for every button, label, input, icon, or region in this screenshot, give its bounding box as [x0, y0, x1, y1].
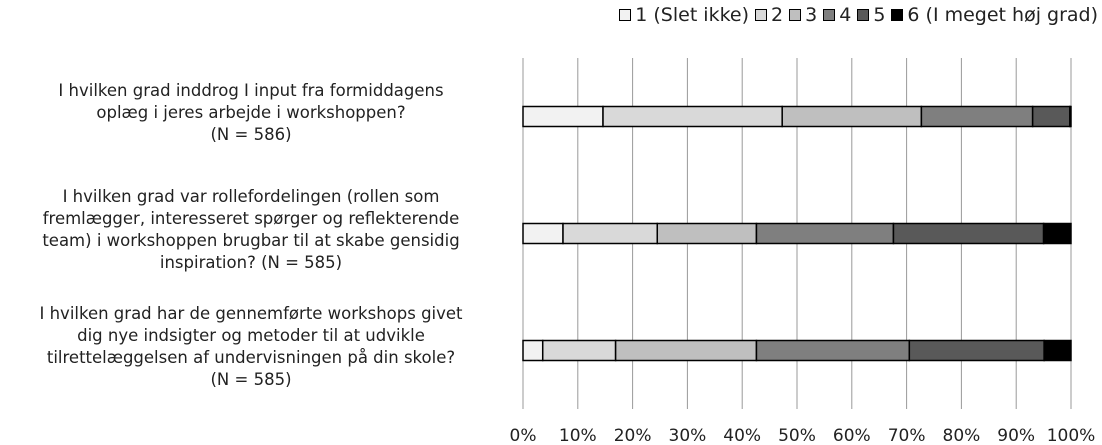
legend-label: 5 [873, 4, 886, 26]
x-tick-label: 30% [669, 426, 707, 445]
bar-segment [908, 339, 1045, 362]
bar-segment [541, 339, 617, 362]
legend-item: 6 (I meget høj grad) [891, 4, 1098, 26]
x-tick-label: 40% [723, 426, 761, 445]
x-tick-label: 10% [559, 426, 597, 445]
bar-segment [522, 105, 604, 128]
bar-segment [755, 222, 895, 245]
x-tick-label: 90% [997, 426, 1035, 445]
bar-segment [1031, 105, 1071, 128]
legend-swatch [755, 9, 768, 21]
legend-swatch [823, 9, 836, 21]
legend-label: 2 [771, 4, 784, 26]
category-label: I hvilken grad var rollefordelingen (rol… [42, 186, 460, 272]
bar-segment [755, 339, 911, 362]
legend-label: 1 (Slet ikke) [635, 4, 750, 26]
legend-item: 1 (Slet ikke) [619, 4, 749, 26]
bar-segment [562, 222, 659, 245]
legend: 1 (Slet ikke) 2 3 4 5 6 (I meget høj grad) [613, 4, 1098, 26]
legend-swatch [789, 9, 802, 21]
legend-swatch [857, 9, 870, 21]
bar-segment [614, 339, 758, 362]
bar-segment [522, 222, 564, 245]
bar-segment [656, 222, 758, 245]
category-label: I hvilken grad inddrog I input fra formi… [58, 80, 444, 144]
legend-swatch [619, 9, 632, 21]
bar-segment [1069, 105, 1072, 128]
bar-segment [1042, 222, 1072, 245]
x-tick-label: 100% [1047, 426, 1096, 445]
bar-segment [602, 105, 783, 128]
bar-segment [1043, 339, 1072, 362]
bar-segment [781, 105, 923, 128]
bar-segment [522, 339, 544, 362]
bar-segment [892, 222, 1045, 245]
legend-item: 3 [789, 4, 817, 26]
x-tick-label: 70% [888, 426, 926, 445]
legend-item: 4 [823, 4, 851, 26]
x-tick-label: 80% [943, 426, 981, 445]
legend-label: 6 (I meget høj grad) [907, 4, 1098, 26]
legend-label: 4 [839, 4, 852, 26]
bar-segment [920, 105, 1034, 128]
x-tick-label: 20% [614, 426, 652, 445]
legend-item: 2 [755, 4, 783, 26]
legend-label: 3 [805, 4, 818, 26]
legend-item: 5 [857, 4, 885, 26]
category-label: I hvilken grad har de gennemførte worksh… [39, 303, 463, 389]
legend-swatch [891, 9, 904, 21]
x-tick-label: 0% [510, 426, 537, 445]
x-tick-label: 50% [778, 426, 816, 445]
x-tick-label: 60% [833, 426, 871, 445]
